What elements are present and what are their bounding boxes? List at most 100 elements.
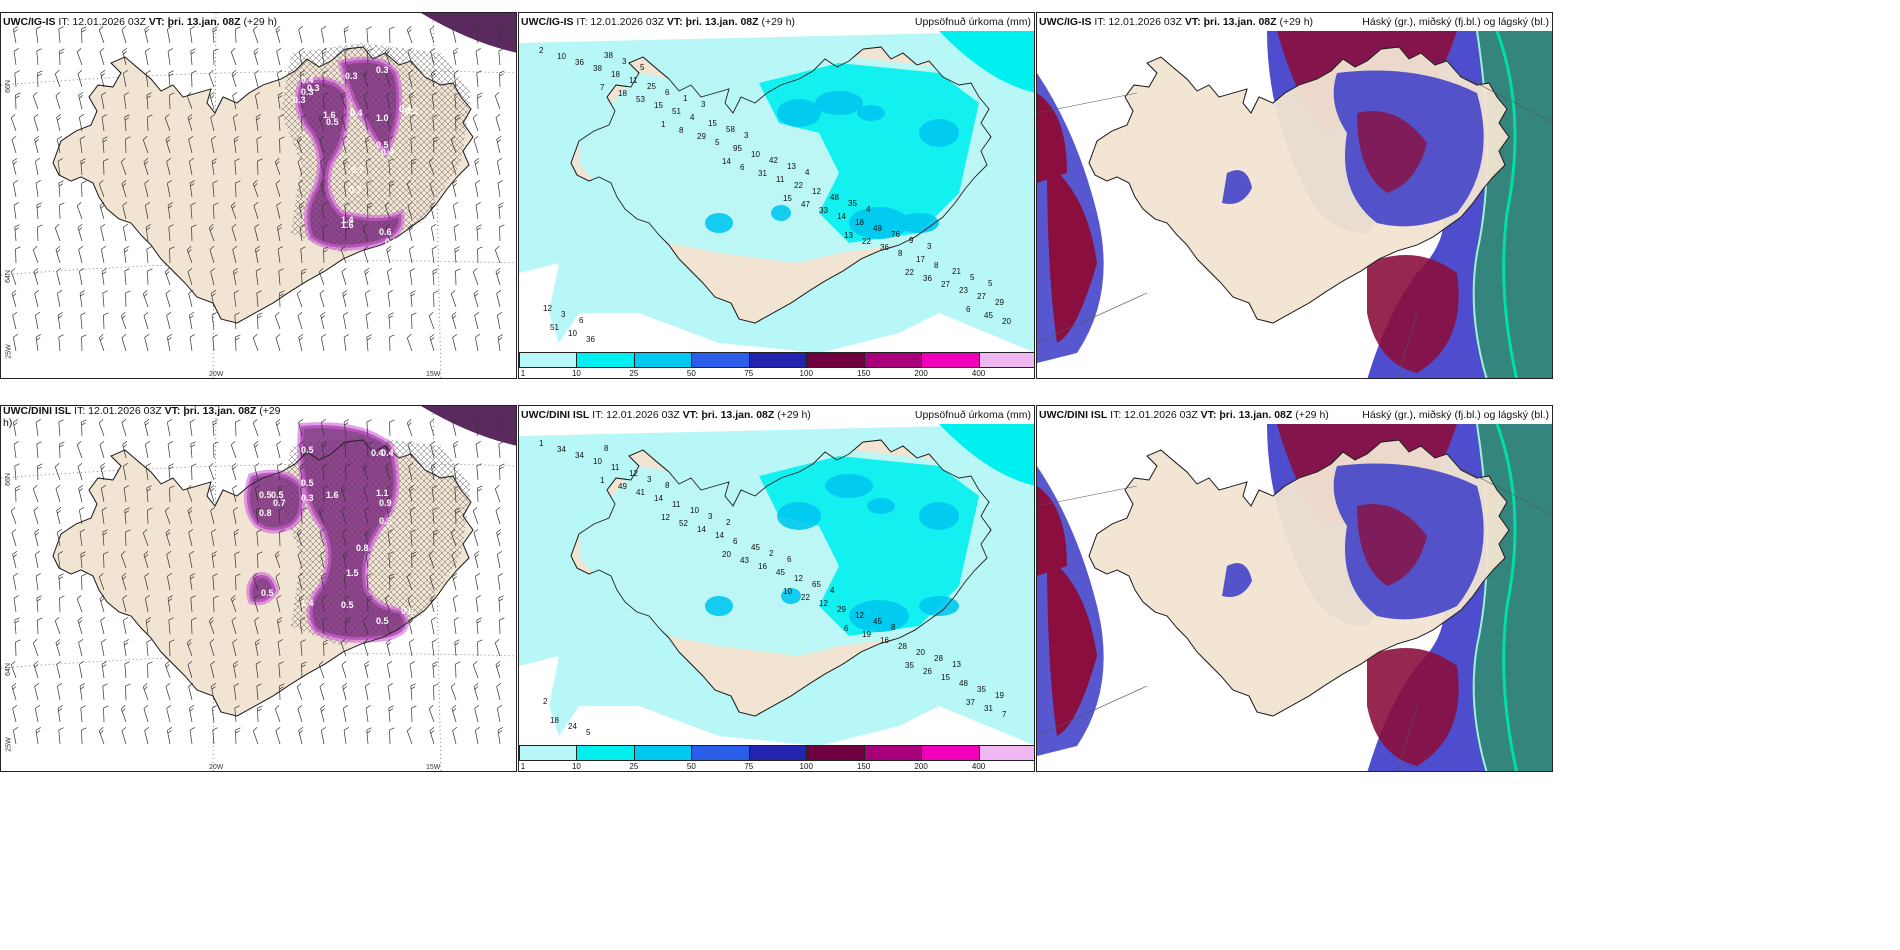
precip-value-label: 19 <box>995 691 1004 700</box>
precip-contour-label: 0.5 <box>376 140 389 150</box>
precip-value-label: 13 <box>952 660 961 669</box>
precip-value-label: 49 <box>618 482 627 491</box>
precip-value-label: 3 <box>708 512 713 521</box>
precip-contour-label: 0.7 <box>351 165 364 175</box>
precip-contour-label: 0.3 <box>301 87 314 97</box>
precip-value-label: 47 <box>801 200 810 209</box>
precip-contour-label: 0.5 <box>261 588 274 598</box>
precip-value-label: 16 <box>880 636 889 645</box>
precip-value-label: 76 <box>891 230 900 239</box>
lat-label-64n: 64N <box>4 663 12 676</box>
precip-value-label: 3 <box>647 475 652 484</box>
precip-value-label: 18 <box>618 89 627 98</box>
precip-value-label: 29 <box>837 605 846 614</box>
lon-label-25w: 25W <box>5 737 13 752</box>
precip-value-label: 10 <box>690 506 699 515</box>
wind-map-panel-row1[interactable]: UWC/IG-IS IT: 12.01.2026 03Z VT: þri. 13… <box>0 12 517 379</box>
precip-contour-label: 1.5 <box>346 568 359 578</box>
precip-value-label: 16 <box>758 562 767 571</box>
precip-value-label: 5 <box>970 273 975 282</box>
precip-value-label: 27 <box>977 292 986 301</box>
precip-value-label: 3 <box>561 310 566 319</box>
precip-contour-label: 0.8 <box>259 508 272 518</box>
precip-value-label: 37 <box>966 698 975 707</box>
precip-value-label: 45 <box>984 311 993 320</box>
precip-value-label: 15 <box>654 101 663 110</box>
panel-title: UWC/IG-IS IT: 12.01.2026 03Z VT: þri. 13… <box>1039 16 1314 28</box>
precip-map: 2711415132261018864722364536532931333627… <box>519 13 1034 378</box>
precip-contour-label: 0.4 <box>301 75 314 85</box>
colorbar-tick-label: 25 <box>629 762 639 771</box>
precip-contour-label: 0.4 <box>381 147 394 157</box>
precip-value-label: 18 <box>550 716 559 725</box>
panel-title: UWC/DINI ISL IT: 12.01.2026 03Z VT: þri.… <box>1039 409 1329 421</box>
colorbar-tick-label: 200 <box>914 762 928 771</box>
precip-contour-label: 0.5 <box>301 478 314 488</box>
precip-map-panel-row1[interactable]: UWC/IG-IS IT: 12.01.2026 03Z VT: þri. 13… <box>518 12 1035 379</box>
precip-value-label: 34 <box>575 451 584 460</box>
precip-contour-label: 0.3 <box>376 65 389 75</box>
precip-contour-label: 0.6 <box>401 606 414 616</box>
precip-value-label: 4 <box>690 113 695 122</box>
precip-value-label: 15 <box>708 119 717 128</box>
precip-value-label: 11 <box>629 76 638 85</box>
precip-contour-label: 1.6 <box>341 220 354 230</box>
precip-contour-label: 0.4 <box>371 448 384 458</box>
precip-map-panel-row2[interactable]: UWC/DINI ISL IT: 12.01.2026 03Z VT: þri.… <box>518 405 1035 772</box>
precip-value-label: 38 <box>604 51 613 60</box>
colorbar-tick-label: 1 <box>520 369 526 378</box>
precip-value-label: 51 <box>672 107 681 116</box>
precip-value-label: 5 <box>715 138 720 147</box>
precip-value-label: 19 <box>862 630 871 639</box>
precip-value-label: 17 <box>916 255 925 264</box>
precip-contour-label: 1.6 <box>323 110 336 120</box>
precip-value-label: 5 <box>988 279 993 288</box>
panel-title: UWC/IG-IS IT: 12.01.2026 03Z VT: þri. 13… <box>521 16 796 28</box>
precip-value-label: 8 <box>679 126 684 135</box>
precip-contour-label: 0.2 <box>405 106 418 116</box>
lon-label-15w: 15W <box>426 764 441 771</box>
precip-contour-label: 1.4 <box>341 215 354 225</box>
precip-value-label: 8 <box>898 249 903 258</box>
precip-value-label: 36 <box>586 335 595 344</box>
colorbar-segment <box>921 745 980 761</box>
wind-map-panel-row2[interactable]: UWC/DINI ISL IT: 12.01.2026 03Z VT: þri.… <box>0 405 517 772</box>
precip-value-label: 18 <box>855 218 864 227</box>
precip-value-label: 12 <box>629 469 638 478</box>
cloud-map-panel-row1[interactable]: UWC/IG-IS IT: 12.01.2026 03Z VT: þri. 13… <box>1036 12 1553 379</box>
colorbar-segment <box>978 745 1034 761</box>
precip-value-label: 1 <box>539 439 544 448</box>
precip-value-label: 10 <box>751 150 760 159</box>
precip-contour-label: 0.3 <box>266 13 279 17</box>
panel-variable: Uppsöfnuð úrkoma (mm) <box>914 16 1031 28</box>
precip-contour-label: 0.3 <box>345 71 358 81</box>
precip-value-label: 38 <box>593 64 602 73</box>
precip-contour-label: 0.4 <box>399 104 412 114</box>
colorbar-segment <box>806 352 865 368</box>
precip-value-label: 7 <box>1002 710 1007 719</box>
precip-value-label: 35 <box>977 685 986 694</box>
precip-value-label: 12 <box>855 611 864 620</box>
precip-value-label: 36 <box>575 58 584 67</box>
precip-value-label: 14 <box>837 212 846 221</box>
precip-value-label: 45 <box>776 568 785 577</box>
precip-value-label: 7 <box>600 83 605 92</box>
precip-value-label: 48 <box>959 679 968 688</box>
precip-contour-label: 0.3 <box>301 493 314 503</box>
precip-value-label: 8 <box>665 481 670 490</box>
precip-contour-label: 0.3 <box>379 516 392 526</box>
precip-value-label: 6 <box>733 537 738 546</box>
precip-value-label: 24 <box>568 722 577 731</box>
precip-value-label: 45 <box>873 617 882 626</box>
precip-value-label: 4 <box>830 586 835 595</box>
precip-value-label: 36 <box>923 274 932 283</box>
precip-value-label: 48 <box>830 193 839 202</box>
precip-value-label: 23 <box>959 286 968 295</box>
colorbar-tick-label: 75 <box>744 762 754 771</box>
colorbar-tick-label: 75 <box>744 369 754 378</box>
panel-variable: Uppsöfnuð úrkoma (mm) <box>914 409 1031 421</box>
precip-value-label: 3 <box>744 131 749 140</box>
cloud-map <box>1037 406 1552 771</box>
precip-value-label: 29 <box>995 298 1004 307</box>
cloud-map-panel-row2[interactable]: UWC/DINI ISL IT: 12.01.2026 03Z VT: þri.… <box>1036 405 1553 772</box>
